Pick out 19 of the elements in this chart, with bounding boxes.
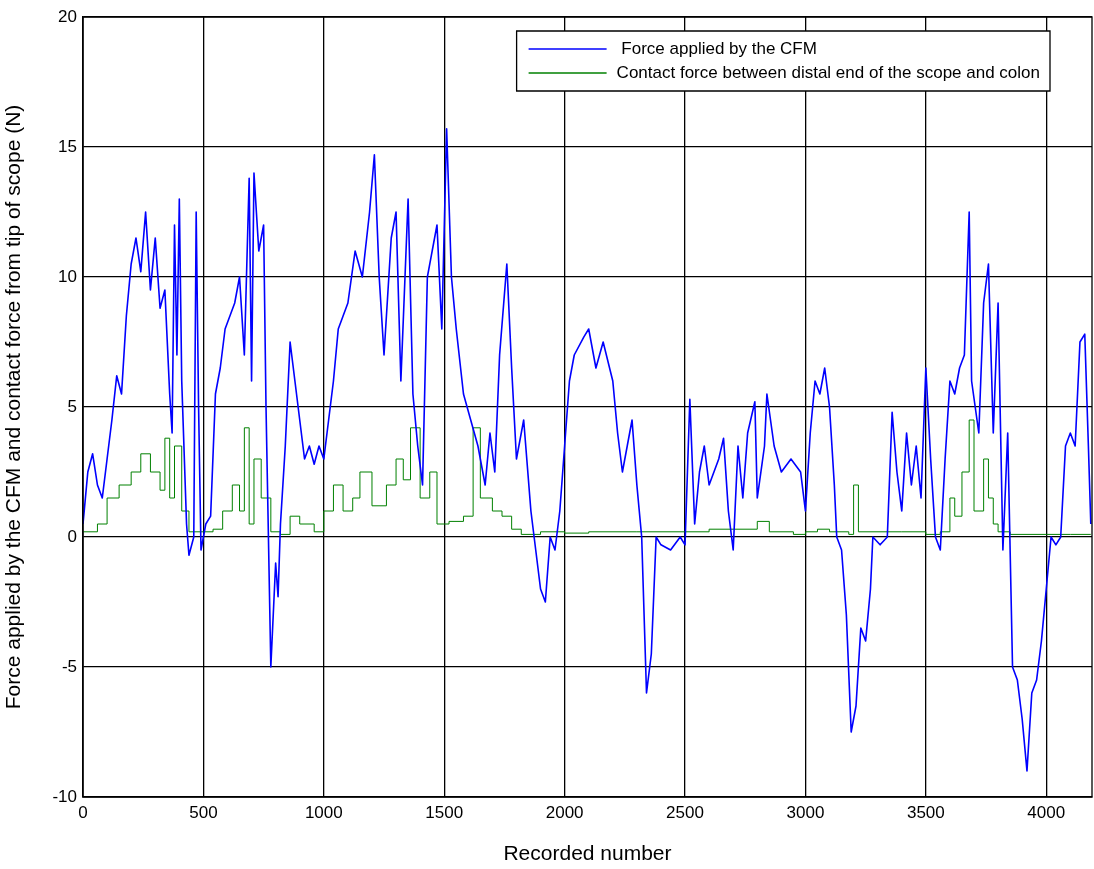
legend-label: Contact force between distal end of the scope and colon [616,62,1040,82]
y-tick-label: -5 [61,656,77,676]
y-axis-title: Force applied by the CFM and contact force from tip of scope (N) [1,104,25,710]
x-tick-label: 3500 [906,802,945,822]
x-tick-label: 1000 [304,802,343,822]
y-tick-label: 5 [67,396,77,416]
x-axis-title: Recorded number [503,841,672,865]
x-tick-label: 3000 [786,802,825,822]
x-tick-label: 1500 [425,802,464,822]
x-tick-label: 500 [189,802,218,822]
y-tick-label: -10 [52,786,77,806]
x-tick-label: 2000 [545,802,584,822]
y-tick-label: 20 [58,6,77,26]
x-tick-label: 2500 [666,802,704,822]
legend-label: Force applied by the CFM [616,38,817,58]
y-tick-label: 15 [58,136,77,156]
x-tick-label: 4000 [1027,802,1066,822]
y-tick-label: 0 [67,526,77,546]
y-tick-label: 10 [58,266,77,286]
